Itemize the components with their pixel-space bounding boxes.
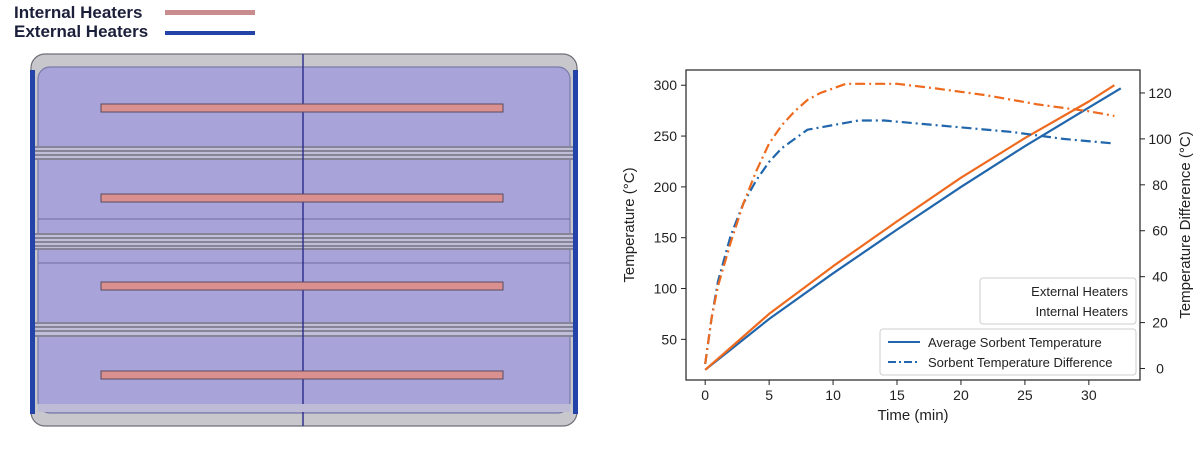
right-y-tick-label: 60 — [1152, 223, 1168, 239]
right-y-tick-label: 120 — [1148, 85, 1172, 101]
separator-2 — [31, 233, 577, 250]
x-axis-title: Time (min) — [877, 407, 948, 424]
tick-marks — [681, 84, 1145, 385]
x-tick-label: 15 — [889, 387, 905, 403]
right-y-tick-label: 80 — [1152, 177, 1168, 193]
left-y-tick-label: 250 — [654, 128, 678, 144]
internal-heaters-average-sorbent-temperature-line — [704, 84, 1115, 371]
internal-heaters-key: Internal Heaters — [14, 3, 143, 23]
internal-heater-1 — [100, 103, 504, 113]
internal-heaters-key-swatch — [165, 10, 255, 15]
internal-heater-4 — [100, 370, 504, 380]
separator-1 — [31, 146, 577, 160]
legend-style-box-frame — [879, 328, 1137, 376]
legend-external-heaters: External Heaters — [1031, 284, 1128, 299]
legend-sorbent-temperature-difference: Sorbent Temperature Difference — [928, 355, 1113, 370]
right-y-tick-label: 20 — [1152, 315, 1168, 331]
x-tick-label: 20 — [953, 387, 969, 403]
temperature-chart: 0 5 10 15 20 25 30 50 100 150 200 250 300 0 20 40 60 80 10… — [621, 69, 1194, 424]
plot-frame — [685, 69, 1141, 381]
left-y-axis-title: Temperature (°C) — [621, 167, 638, 282]
external-heaters-key-label: External Heaters — [14, 22, 149, 41]
external-heaters-average-sorbent-temperature-line — [704, 87, 1122, 371]
external-heaters-key: External Heaters — [14, 22, 148, 42]
right-y-tick-label: 100 — [1148, 131, 1172, 147]
right-y-tick-label: 40 — [1152, 269, 1168, 285]
legend-internal-heaters: Internal Heaters — [1036, 304, 1129, 319]
external-heater-right — [573, 70, 578, 414]
tick-labels: 0 5 10 15 20 25 30 50 100 150 200 250 300 0 20 40 60 80 10… — [654, 77, 1172, 403]
legend-average-sorbent-temperature: Average Sorbent Temperature — [928, 335, 1102, 350]
heater-legend: Internal Heaters External Heaters — [0, 0, 280, 44]
internal-heaters-key-label: Internal Heaters — [14, 3, 143, 22]
left-y-tick-label: 100 — [654, 281, 678, 297]
left-y-tick-label: 150 — [654, 230, 678, 246]
internal-heaters-sorbent-temperature-difference-line — [704, 82, 1115, 365]
left-y-tick-label: 200 — [654, 179, 678, 195]
left-y-tick-label: 300 — [654, 77, 678, 93]
right-y-axis-title: Temperature Difference (°C) — [1177, 131, 1194, 318]
left-y-tick-label: 50 — [661, 331, 677, 347]
heater-layout-diagram — [30, 53, 578, 427]
x-tick-label: 30 — [1081, 387, 1097, 403]
separator-3 — [31, 322, 577, 337]
legend-style-box: Average Sorbent Temperature Sorbent Temp… — [879, 328, 1137, 376]
legend-heater-box-frame — [979, 277, 1137, 325]
x-tick-label: 10 — [825, 387, 841, 403]
internal-heater-2 — [100, 193, 504, 203]
external-heater-left — [30, 70, 35, 414]
legend-heater-box: External Heaters Internal Heaters — [979, 277, 1137, 325]
bottom-strip — [38, 404, 570, 412]
internal-heater-3 — [100, 281, 504, 291]
x-tick-label: 5 — [765, 387, 773, 403]
series-lines — [704, 82, 1122, 371]
right-y-tick-label: 0 — [1156, 361, 1164, 377]
external-heaters-key-swatch — [165, 31, 255, 35]
x-tick-label: 0 — [701, 387, 709, 403]
external-heaters-sorbent-temperature-difference-line — [704, 119, 1115, 365]
x-tick-label: 25 — [1017, 387, 1033, 403]
